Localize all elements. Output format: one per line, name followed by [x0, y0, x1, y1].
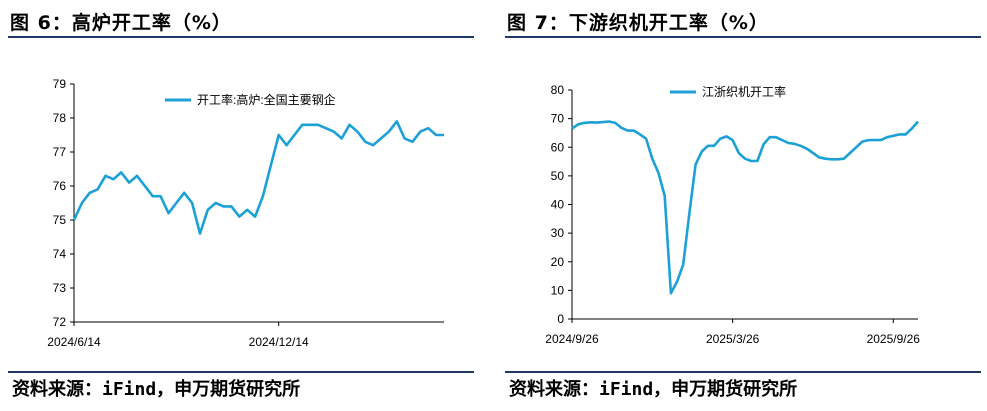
- left-title-rule: [8, 36, 474, 38]
- right-figure-title: 图 7：下游织机开工率（%）: [507, 12, 769, 34]
- x-tick-label: 2024/6/14: [47, 335, 101, 349]
- y-tick-label: 0: [557, 312, 564, 326]
- x-tick-label: 2024/9/26: [545, 332, 599, 346]
- y-tick-label: 30: [551, 226, 565, 240]
- y-tick-label: 74: [53, 247, 67, 261]
- y-tick-label: 70: [551, 112, 565, 126]
- right-source-note: 资料来源：iFind，申万期货研究所: [509, 379, 798, 400]
- legend-label: 开工率:高炉:全国主要钢企: [197, 92, 336, 107]
- right-figure-panel: 图 7：下游织机开工率（%） 0 10 20 30 40 50 60 70 80 2024/9/2…: [497, 0, 987, 411]
- right-source-rule: [505, 371, 981, 373]
- x-tick-label: 2025/3/26: [706, 332, 760, 346]
- y-tick-label: 75: [53, 213, 67, 227]
- loom-operating-rate-chart: 0 10 20 30 40 50 60 70 80 2024/9/26 2025/3/26 2025/…: [545, 83, 921, 346]
- blast-furnace-chart: 72 73 74 75 76 77 78 79 2024/6/14 2024/12/14 开工率:高…: [47, 77, 444, 349]
- y-tick-label: 20: [551, 255, 565, 269]
- y-tick-label: 80: [551, 83, 565, 97]
- y-tick-label: 40: [551, 198, 565, 212]
- y-tick-label: 50: [551, 169, 565, 183]
- legend-label: 江浙织机开工率: [702, 84, 786, 99]
- left-source-note: 资料来源：iFind，申万期货研究所: [12, 379, 301, 400]
- x-tick-label: 2025/9/26: [867, 332, 921, 346]
- y-tick-label: 77: [53, 145, 67, 159]
- y-tick-label: 78: [53, 111, 67, 125]
- y-tick-label: 73: [53, 281, 67, 295]
- y-tick-label: 60: [551, 140, 565, 154]
- y-tick-label: 10: [551, 283, 565, 297]
- y-tick-label: 79: [53, 77, 67, 91]
- y-tick-label: 76: [53, 179, 67, 193]
- right-title-rule: [505, 36, 981, 38]
- series-line: [72, 120, 444, 235]
- y-tick-label: 72: [53, 315, 67, 329]
- series-line: [571, 120, 919, 295]
- left-figure-title: 图 6：高炉开工率（%）: [10, 12, 232, 34]
- left-source-rule: [8, 371, 474, 373]
- left-figure-panel: 图 6：高炉开工率（%） 72 73 74 75 76 77 78 79 2024/6/14 20…: [0, 0, 480, 411]
- x-tick-label: 2024/12/14: [249, 335, 309, 349]
